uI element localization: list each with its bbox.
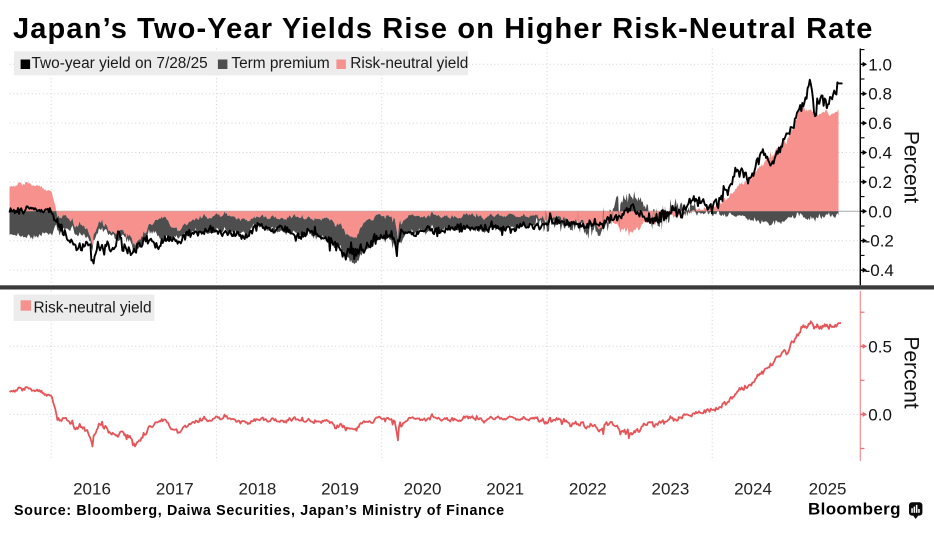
svg-text:-0.2: -0.2 [865,232,894,251]
svg-text:Term premium: Term premium [231,55,329,72]
svg-text:2016: 2016 [73,480,111,499]
svg-text:Percent: Percent [900,336,923,409]
svg-text:0.6: 0.6 [868,114,892,133]
svg-text:Bloomberg: Bloomberg [808,500,901,519]
svg-text:2018: 2018 [238,480,276,499]
svg-text:0.0: 0.0 [868,405,892,424]
svg-text:Two-year yield on 7/28/25: Two-year yield on 7/28/25 [32,55,208,72]
svg-text:2022: 2022 [569,480,607,499]
svg-text:2020: 2020 [404,480,442,499]
svg-text:2021: 2021 [486,480,524,499]
svg-text:0.4: 0.4 [868,144,892,163]
svg-text:Risk-neutral yield: Risk-neutral yield [350,55,468,72]
svg-text:2025: 2025 [809,480,847,499]
svg-text:0.5: 0.5 [868,337,892,356]
svg-text:Percent: Percent [900,131,923,204]
svg-text:1.0: 1.0 [868,55,892,74]
svg-text:0.2: 0.2 [868,173,892,192]
svg-text:2023: 2023 [651,480,689,499]
svg-text:0.0: 0.0 [868,202,892,221]
svg-text:0.8: 0.8 [868,85,892,104]
svg-text:Japan’s Two-Year Yields Rise o: Japan’s Two-Year Yields Rise on Higher R… [13,13,874,45]
svg-text:2019: 2019 [321,480,359,499]
svg-text:Risk-neutral yield: Risk-neutral yield [34,300,152,317]
svg-text:2024: 2024 [734,480,772,499]
svg-text:-0.4: -0.4 [865,261,894,280]
svg-text:2017: 2017 [156,480,194,499]
svg-text:Source: Bloomberg, Daiwa Secur: Source: Bloomberg, Daiwa Securities, Jap… [14,503,505,519]
